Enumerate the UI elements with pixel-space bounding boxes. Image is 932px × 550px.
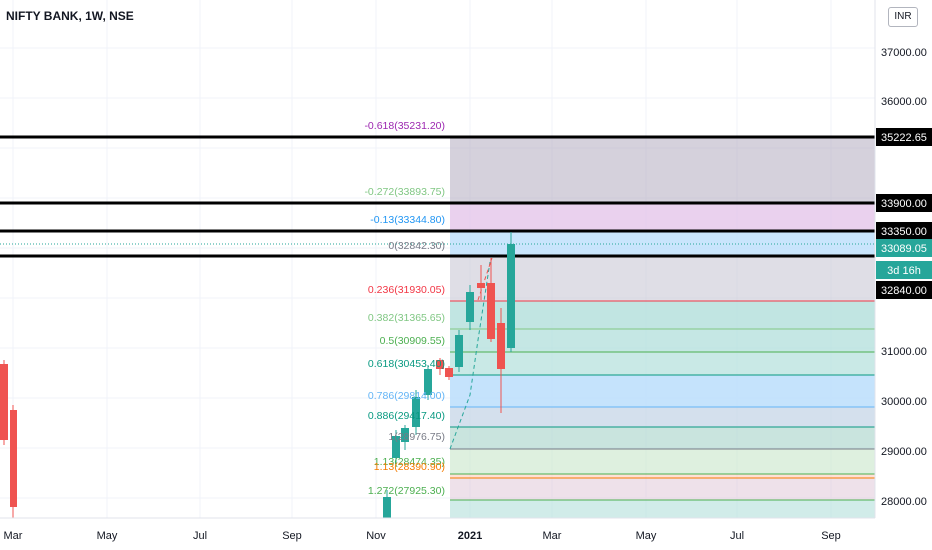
fib-level-label: 0.886(29417.40)	[368, 410, 445, 422]
fib-zones	[450, 137, 875, 518]
fib-level-label: 1(28976.75)	[388, 431, 445, 443]
y-axis-ticks: 37000.00 36000.00 31000.00 30000.00 29000.00…	[881, 47, 927, 508]
price-label-box	[876, 281, 932, 299]
fib-labels: -0.618(35231.20) -0.272(33893.75) -0.13(33…	[364, 120, 445, 497]
x-tick-label: Jul	[193, 530, 207, 542]
fib-level-label: 0(32842.30)	[388, 240, 445, 252]
candle	[477, 283, 485, 288]
candle	[455, 335, 463, 367]
price-label: 3d 16h	[887, 265, 921, 277]
fib-level-label: -0.272(33893.75)	[364, 186, 445, 198]
candle	[0, 364, 8, 440]
time-axis[interactable]	[0, 518, 875, 550]
fib-level-label: 0.236(31930.05)	[368, 284, 445, 296]
candle	[466, 292, 474, 322]
y-tick-label: 29000.00	[881, 446, 927, 458]
y-tick-label: 31000.00	[881, 346, 927, 358]
candle	[436, 360, 444, 369]
fib-level-label: 1.272(27925.30)	[368, 485, 445, 497]
y-tick-label: 37000.00	[881, 47, 927, 59]
price-label-box	[876, 194, 932, 212]
price-label: 35222.65	[881, 132, 927, 144]
x-tick-label: Nov	[366, 530, 386, 542]
price-label: 33900.00	[881, 198, 927, 210]
price-label-box	[876, 261, 932, 279]
fib-level-label: 0.618(30453.40)	[368, 358, 445, 370]
x-tick-label: Jul	[730, 530, 744, 542]
x-tick-label: Mar	[4, 530, 23, 542]
candle	[487, 283, 495, 339]
fib-level-label: 0.5(30909.55)	[380, 335, 445, 347]
trend-line-red	[477, 257, 493, 301]
candle	[445, 368, 453, 377]
fib-level-label: -0.618(35231.20)	[364, 120, 445, 132]
candle	[392, 436, 400, 458]
y-tick-label: 28000.00	[881, 496, 927, 508]
x-tick-label: May	[636, 530, 657, 542]
fib-level-label: 1.13(28474.35)	[374, 456, 445, 468]
x-axis-ticks: Mar May Jul Sep Nov 2021 Mar May Jul Sep	[4, 530, 841, 542]
x-tick-label: Mar	[543, 530, 562, 542]
x-tick-label: Sep	[282, 530, 302, 542]
candle	[383, 497, 391, 518]
horizontal-lines[interactable]	[0, 135, 875, 258]
y-tick-label: 30000.00	[881, 396, 927, 408]
price-label-box	[876, 222, 932, 240]
x-tick-label: 2021	[458, 530, 482, 542]
x-tick-label: Sep	[821, 530, 841, 542]
price-label-box	[876, 239, 932, 257]
fib-level-label: -0.13(33344.80)	[370, 214, 445, 226]
price-labels: 35222.65 33900.00 33350.00 33089.05 3d 16h 32…	[876, 128, 932, 299]
x-tick-label: May	[97, 530, 118, 542]
price-label: 33350.00	[881, 226, 927, 238]
candle	[497, 323, 505, 369]
fib-level-label: 1.13(28390.90)	[374, 461, 445, 473]
currency-button[interactable]: INR	[888, 7, 918, 27]
price-label-box	[876, 128, 932, 146]
chart-title: NIFTY BANK, 1W, NSE	[6, 9, 134, 23]
candle	[424, 369, 432, 395]
price-label: 32840.00	[881, 285, 927, 297]
trend-line	[449, 261, 491, 450]
candle	[412, 397, 420, 427]
price-label: 33089.05	[881, 243, 927, 255]
y-tick-label: 36000.00	[881, 96, 927, 108]
candle	[10, 410, 17, 507]
fib-level-label: 0.382(31365.65)	[368, 312, 445, 324]
fib-level-label: 0.786(29814.00)	[368, 390, 445, 402]
candle	[507, 244, 515, 348]
candle	[401, 428, 409, 442]
candles	[0, 232, 515, 518]
